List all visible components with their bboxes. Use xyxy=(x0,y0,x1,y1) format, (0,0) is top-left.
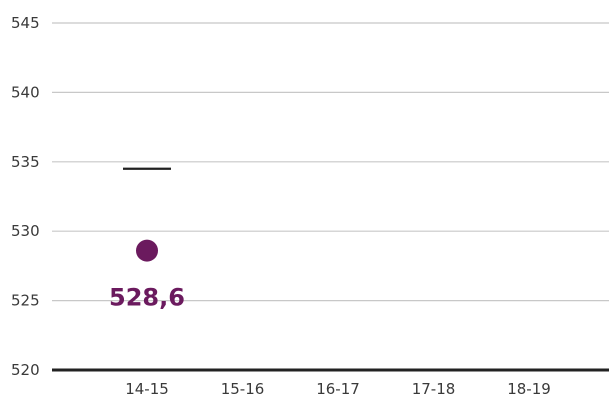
x-tick-label: 15-16 xyxy=(221,380,265,398)
y-tick-label: 545 xyxy=(11,14,40,32)
y-tick-label: 525 xyxy=(11,292,40,310)
x-tick-label: 16-17 xyxy=(316,380,360,398)
x-tick-label: 14-15 xyxy=(125,380,169,398)
y-tick-label: 540 xyxy=(11,83,40,101)
data-marks: 528,6 xyxy=(109,167,185,312)
x-tick-label: 17-18 xyxy=(412,380,456,398)
data-point xyxy=(136,239,158,262)
y-tick-label: 535 xyxy=(11,153,40,171)
x-tick-label: 18-19 xyxy=(507,380,551,398)
gridlines xyxy=(52,22,609,372)
y-tick-label: 520 xyxy=(11,361,40,379)
axes: 545 540 535 530 525 520 14-15 15-16 16-17 17-18 18… xyxy=(11,14,551,398)
data-label: 528,6 xyxy=(109,284,185,312)
y-tick-label: 530 xyxy=(11,222,40,240)
